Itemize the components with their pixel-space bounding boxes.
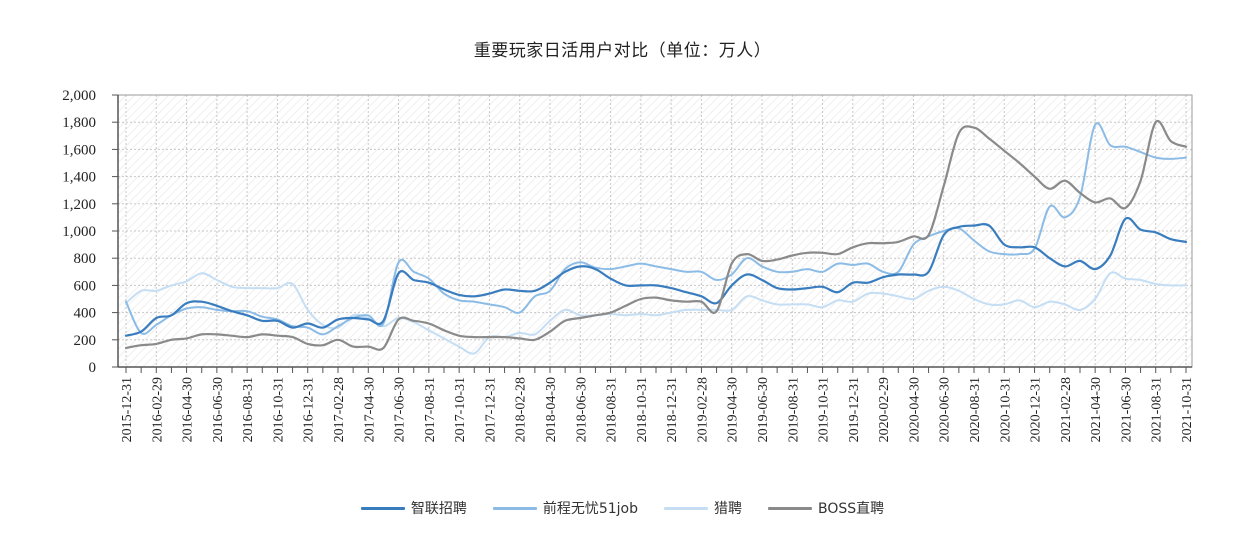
x-axis-ticks: 2015-12-31 2016-02-29 2016-04-30 2016-06-30… [120, 367, 1195, 442]
x-tick-label: 2018-04-30 [544, 377, 559, 442]
chart-title: 重要玩家日活用户对比（单位：万人） [473, 41, 772, 61]
x-tick-label: 2019-04-30 [726, 377, 741, 442]
x-tick-label: 2017-10-31 [453, 377, 468, 442]
y-axis-ticks: 0 200 400 600 800 1,000 1,200 1,400 1,600 1,800 2,… [62, 88, 118, 376]
legend-item-liepin[interactable]: 猎聘 [664, 498, 742, 518]
legend-item-51job[interactable]: 前程无忧51job [492, 498, 638, 518]
legend-label: 猎聘 [714, 501, 742, 517]
x-tick-label: 2019-10-31 [817, 377, 832, 442]
y-tick-label: 1,000 [62, 224, 96, 240]
series-lines [124, 119, 1188, 355]
x-tick-label: 2020-06-30 [938, 377, 953, 442]
legend-label: BOSS直聘 [818, 501, 885, 517]
x-tick-label: 2017-04-30 [362, 377, 377, 442]
x-tick-label: 2020-02-29 [877, 377, 892, 442]
x-tick-label: 2017-06-30 [393, 377, 408, 442]
legend-label: 智联招聘 [410, 501, 467, 517]
x-tick-label: 2017-02-28 [332, 377, 347, 442]
x-tick-label: 2019-06-30 [756, 377, 771, 442]
legend-swatch-51job [492, 506, 537, 510]
x-tick-label: 2016-08-31 [241, 377, 256, 442]
series-line-2 [125, 271, 1187, 355]
x-tick-label: 2018-10-31 [635, 377, 650, 442]
y-tick-label: 0 [89, 360, 97, 376]
x-tick-label: 2021-10-31 [1180, 377, 1195, 442]
y-tick-label: 600 [74, 278, 97, 294]
x-tick-label: 2016-06-30 [211, 377, 226, 442]
legend-label: 前程无忧51job [542, 501, 638, 517]
legend-swatch-zhilian [360, 506, 405, 510]
x-tick-label: 2015-12-31 [120, 377, 135, 442]
x-tick-label: 2016-12-31 [302, 377, 317, 442]
x-tick-label: 2020-12-31 [1029, 377, 1044, 442]
x-tick-label: 2019-12-31 [847, 377, 862, 442]
y-tick-label: 200 [74, 333, 97, 349]
legend-item-zhilian[interactable]: 智联招聘 [360, 498, 467, 518]
x-tick-label: 2018-06-30 [574, 377, 589, 442]
y-tick-label: 2,000 [62, 88, 96, 104]
y-tick-label: 800 [74, 251, 97, 267]
x-tick-label: 2018-08-31 [605, 377, 620, 442]
x-tick-label: 2020-04-30 [907, 377, 922, 442]
y-tick-label: 1,400 [62, 170, 96, 186]
chart-legend: 智联招聘 前程无忧51job 猎聘 BOSS直聘 [0, 498, 1245, 518]
x-tick-label: 2020-10-31 [998, 377, 1013, 442]
series-line-3 [124, 119, 1188, 351]
x-tick-label: 2021-06-30 [1119, 377, 1134, 442]
x-tick-label: 2016-04-30 [181, 377, 196, 442]
legend-swatch-liepin [664, 506, 708, 510]
x-tick-label: 2016-10-31 [271, 377, 286, 442]
x-tick-label: 2017-12-31 [483, 377, 498, 442]
legend-swatch-boss [768, 506, 812, 510]
x-tick-label: 2021-04-30 [1089, 377, 1104, 442]
y-tick-label: 1,200 [62, 197, 96, 213]
x-tick-label: 2019-02-28 [695, 377, 710, 442]
x-tick-label: 2018-12-31 [665, 377, 680, 442]
series-line-0 [124, 216, 1188, 337]
x-tick-label: 2021-02-28 [1059, 377, 1074, 442]
x-tick-label: 2018-02-28 [514, 377, 529, 442]
y-tick-label: 1,800 [62, 115, 96, 131]
x-tick-label: 2016-02-29 [150, 377, 165, 442]
x-tick-label: 2019-08-31 [786, 377, 801, 442]
x-tick-label: 2017-08-31 [423, 377, 438, 442]
legend-item-boss[interactable]: BOSS直聘 [768, 498, 884, 518]
y-tick-label: 1,600 [62, 142, 96, 158]
x-tick-label: 2021-08-31 [1150, 377, 1165, 442]
y-tick-label: 400 [74, 306, 97, 322]
series-line-1 [125, 122, 1187, 336]
x-tick-label: 2020-08-31 [968, 377, 983, 442]
